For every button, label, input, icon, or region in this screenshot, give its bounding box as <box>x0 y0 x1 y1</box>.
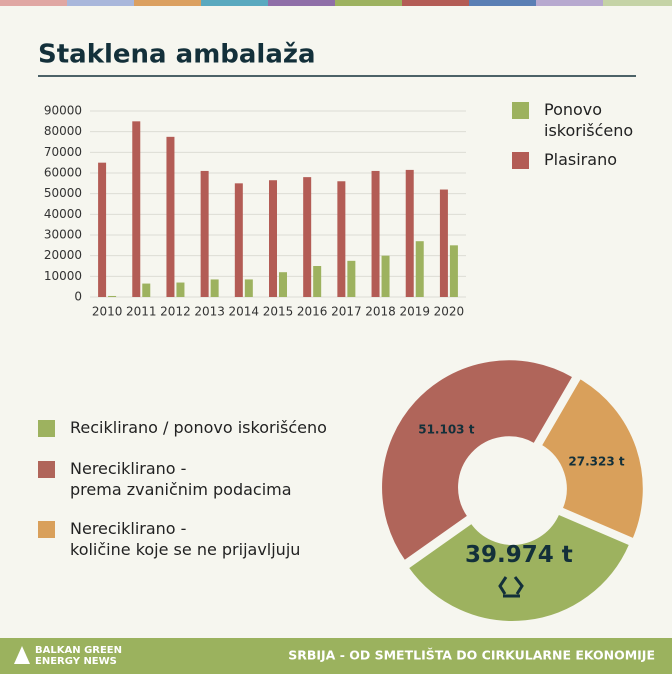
value-label: 27.323 t <box>568 455 624 469</box>
bar <box>200 170 209 297</box>
bar <box>449 245 458 297</box>
title: Staklena ambalaža <box>38 40 316 70</box>
x-tick-label: 2019 <box>399 305 430 319</box>
y-tick-label: 90000 <box>44 104 82 118</box>
legend-label: Reciklirano / ponovo iskorišćeno <box>70 418 327 437</box>
bar <box>303 177 312 297</box>
bar <box>439 189 448 297</box>
legend-label: Nereciklirano - prema zvaničnim podacima <box>70 459 292 499</box>
x-tick-label: 2015 <box>263 305 294 319</box>
bar <box>176 282 185 297</box>
bar <box>347 260 356 297</box>
y-tick-label: 20000 <box>44 248 82 262</box>
bar <box>381 255 390 297</box>
bar <box>244 279 253 297</box>
bar <box>98 162 107 297</box>
y-tick-label: 0 <box>74 290 82 304</box>
legend-swatch <box>512 102 529 119</box>
bar <box>279 272 287 297</box>
logo-icon <box>14 646 30 664</box>
y-tick-label: 30000 <box>44 228 82 242</box>
x-tick-label: 2014 <box>229 305 260 319</box>
logo-text: BALKAN GREEN <box>35 645 122 656</box>
x-tick-label: 2011 <box>126 305 157 319</box>
bar <box>313 266 322 297</box>
y-tick-label: 50000 <box>44 186 82 200</box>
value-label: 51.103 t <box>418 422 474 436</box>
bar <box>210 279 219 297</box>
donut-segment <box>380 358 575 563</box>
bar <box>405 169 414 297</box>
bar <box>269 180 277 297</box>
y-tick-label: 70000 <box>44 145 82 159</box>
x-tick-label: 2012 <box>160 305 191 319</box>
y-tick-label: 40000 <box>44 207 82 221</box>
donut-segment <box>539 376 645 541</box>
legend-label: Nereciklirano - količine koje se ne prij… <box>70 519 301 559</box>
top-stripes <box>0 0 672 6</box>
footer-text: SRBIJA - OD SMETLIŠTA DO CIRKULARNE EKON… <box>288 648 655 663</box>
legend-swatch <box>512 152 529 169</box>
bar <box>371 170 380 297</box>
bar <box>415 241 424 297</box>
x-tick-label: 2017 <box>331 305 362 319</box>
legend-swatch <box>38 461 55 478</box>
bar <box>142 283 151 297</box>
bar <box>108 295 117 297</box>
footer-band <box>0 638 672 674</box>
x-tick-label: 2010 <box>92 305 123 319</box>
legend-swatch <box>38 420 55 437</box>
donut-segment <box>406 512 632 623</box>
legend-label: Ponovo iskorišćeno <box>544 100 634 140</box>
y-tick-label: 80000 <box>44 124 82 138</box>
legend-swatch <box>38 521 55 538</box>
x-tick-label: 2016 <box>297 305 328 319</box>
bar <box>234 183 243 297</box>
logo-text: ENERGY NEWS <box>35 656 117 667</box>
recycle-icon <box>498 576 524 598</box>
legend-label: Plasirano <box>544 150 617 169</box>
bar <box>132 121 141 297</box>
x-tick-label: 2018 <box>365 305 396 319</box>
x-tick-label: 2020 <box>434 305 465 319</box>
y-tick-label: 10000 <box>44 269 82 283</box>
value-label: 39.974 t <box>465 542 573 568</box>
bar <box>337 181 346 297</box>
bar <box>166 136 175 297</box>
y-tick-label: 60000 <box>44 166 82 180</box>
x-tick-label: 2013 <box>194 305 225 319</box>
